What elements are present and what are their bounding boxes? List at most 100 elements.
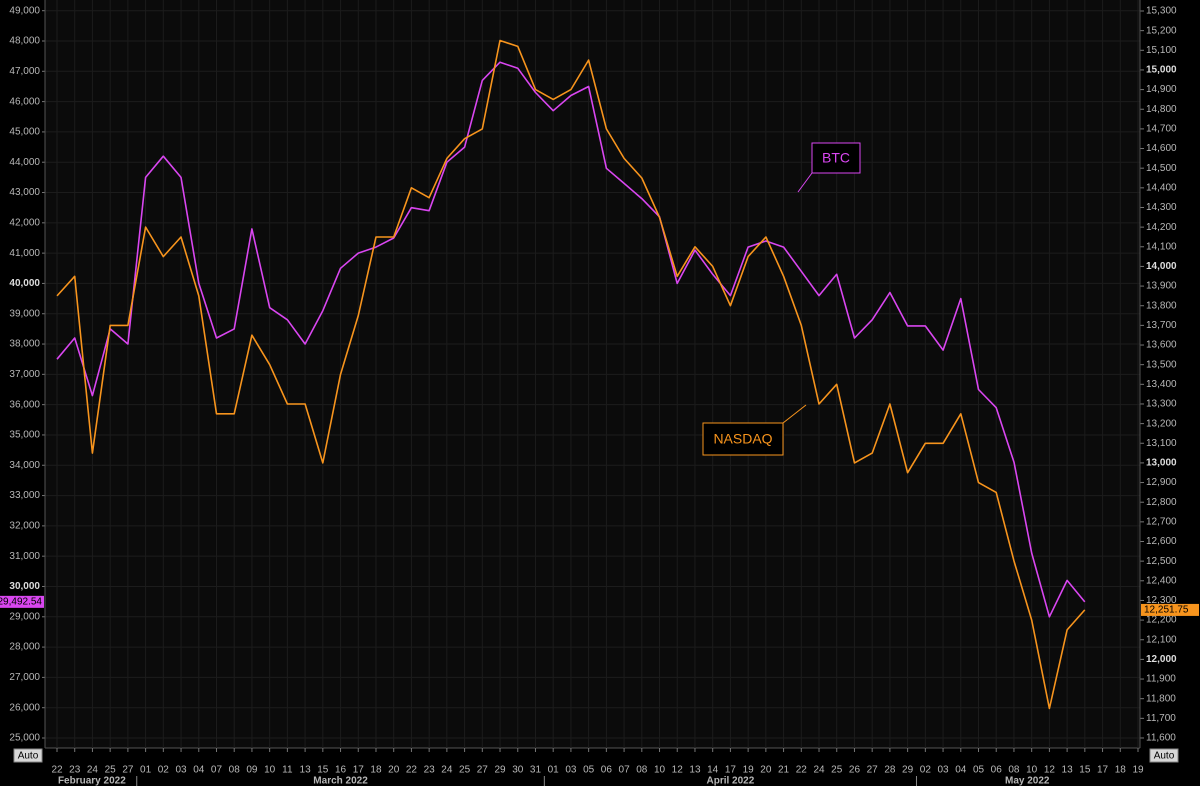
x-tick-label: 31 <box>530 765 542 776</box>
x-tick-label: 10 <box>264 765 276 776</box>
x-tick-label: 22 <box>406 765 418 776</box>
x-tick-label: 24 <box>87 765 99 776</box>
x-tick-label: 12 <box>1044 765 1056 776</box>
x-tick-label: 18 <box>1115 765 1127 776</box>
x-tick-label: 17 <box>1097 765 1109 776</box>
auto-button-label[interactable]: Auto <box>1154 751 1175 762</box>
x-tick-label: 22 <box>51 765 63 776</box>
annotation-leader <box>797 172 813 193</box>
y-tick-label: 40,000 <box>9 278 40 289</box>
y2-tick-label: 14,800 <box>1146 104 1177 115</box>
x-tick-label: 19 <box>1132 765 1144 776</box>
x-tick-label: 28 <box>884 765 896 776</box>
x-tick-label: 17 <box>353 765 365 776</box>
annotation-leader <box>782 404 807 424</box>
auto-button[interactable] <box>1149 748 1179 763</box>
x-tick-label: 19 <box>743 765 755 776</box>
y2-tick-label: 15,200 <box>1146 25 1177 36</box>
y-tick-label: 29,000 <box>9 611 40 622</box>
x-tick-label: 07 <box>619 765 631 776</box>
x-tick-label: 25 <box>459 765 471 776</box>
y-tick-label: 27,000 <box>9 672 40 683</box>
y2-tick-label: 13,400 <box>1146 379 1177 390</box>
y-tick-label: 48,000 <box>9 36 40 47</box>
x-tick-label: 05 <box>973 765 985 776</box>
x-tick-label: 03 <box>565 765 577 776</box>
y2-tick-label: 13,100 <box>1146 438 1177 449</box>
annotation-label: BTC <box>822 150 850 166</box>
x-tick-label: 06 <box>991 765 1003 776</box>
y2-tick-label: 15,300 <box>1146 6 1177 17</box>
auto-button-label[interactable]: Auto <box>18 751 39 762</box>
x-tick-label: 10 <box>1026 765 1038 776</box>
series-line <box>56 61 1086 618</box>
y2-tick-label: 12,400 <box>1146 575 1177 586</box>
auto-button[interactable] <box>13 748 43 763</box>
y2-tick-label: 14,000 <box>1146 261 1177 272</box>
x-tick-label: 24 <box>813 765 825 776</box>
y-tick-label: 49,000 <box>9 5 40 16</box>
x-tick-label: 09 <box>246 765 258 776</box>
x-tick-label: 01 <box>140 765 152 776</box>
x-tick-label: 10 <box>654 765 666 776</box>
x-tick-label: 20 <box>388 765 400 776</box>
x-tick-label: 17 <box>725 765 737 776</box>
month-label: May 2022 <box>1005 776 1050 786</box>
x-tick-label: 08 <box>1008 765 1020 776</box>
x-tick-label: 15 <box>1079 765 1091 776</box>
x-tick-label: 03 <box>938 765 950 776</box>
y2-tick-label: 12,300 <box>1146 595 1177 606</box>
month-label: February 2022 <box>58 776 126 786</box>
x-tick-label: 16 <box>335 765 347 776</box>
x-tick-label: 01 <box>548 765 560 776</box>
x-tick-label: 05 <box>583 765 595 776</box>
x-tick-label: 13 <box>1062 765 1074 776</box>
y2-tick-label: 12,900 <box>1146 477 1177 488</box>
y-tick-label: 26,000 <box>9 702 40 713</box>
x-tick-label: 12 <box>672 765 684 776</box>
x-tick-label: 08 <box>229 765 241 776</box>
y2-tick-label: 14,100 <box>1146 241 1177 252</box>
y-tick-label: 32,000 <box>9 521 40 532</box>
y2-tick-label: 11,600 <box>1146 733 1176 744</box>
x-tick-label: 20 <box>760 765 772 776</box>
y-tick-label: 36,000 <box>9 399 40 410</box>
x-tick-label: 08 <box>636 765 648 776</box>
x-tick-label: 07 <box>211 765 223 776</box>
x-tick-label: 11 <box>282 765 293 776</box>
annotation-box <box>702 422 784 456</box>
y2-tick-label: 14,500 <box>1146 163 1177 174</box>
x-tick-label: 06 <box>601 765 613 776</box>
x-tick-label: 27 <box>867 765 879 776</box>
y2-tick-label: 15,100 <box>1146 45 1177 56</box>
series-line <box>56 39 1086 710</box>
y2-tick-label: 13,200 <box>1146 418 1177 429</box>
y-tick-label: 25,000 <box>9 733 40 744</box>
last-value-label: 12,251.75 <box>1144 605 1189 616</box>
y2-tick-label: 13,900 <box>1146 281 1177 292</box>
y-tick-label: 41,000 <box>9 248 40 259</box>
x-tick-label: 25 <box>831 765 843 776</box>
last-value-box <box>0 595 44 608</box>
x-tick-label: 30 <box>512 765 524 776</box>
y2-tick-label: 14,900 <box>1146 84 1177 95</box>
y2-tick-label: 14,700 <box>1146 124 1177 135</box>
last-value-box <box>1141 603 1199 616</box>
x-tick-label: 21 <box>778 765 790 776</box>
x-tick-label: 13 <box>300 765 312 776</box>
y2-tick-label: 13,600 <box>1146 340 1177 351</box>
y2-tick-label: 13,700 <box>1146 320 1177 331</box>
y2-tick-label: 15,000 <box>1146 65 1177 76</box>
month-label: April 2022 <box>707 776 755 786</box>
y2-tick-label: 12,100 <box>1146 634 1177 645</box>
x-tick-label: 25 <box>105 765 117 776</box>
y-tick-label: 45,000 <box>9 127 40 138</box>
x-tick-label: 22 <box>796 765 808 776</box>
x-tick-label: 02 <box>158 765 170 776</box>
x-tick-label: 29 <box>494 765 506 776</box>
x-tick-label: 04 <box>193 765 205 776</box>
y2-tick-label: 12,600 <box>1146 536 1177 547</box>
y2-tick-label: 11,700 <box>1146 713 1176 724</box>
y2-tick-label: 13,300 <box>1146 399 1177 410</box>
annotation-label: NASDAQ <box>713 431 772 447</box>
